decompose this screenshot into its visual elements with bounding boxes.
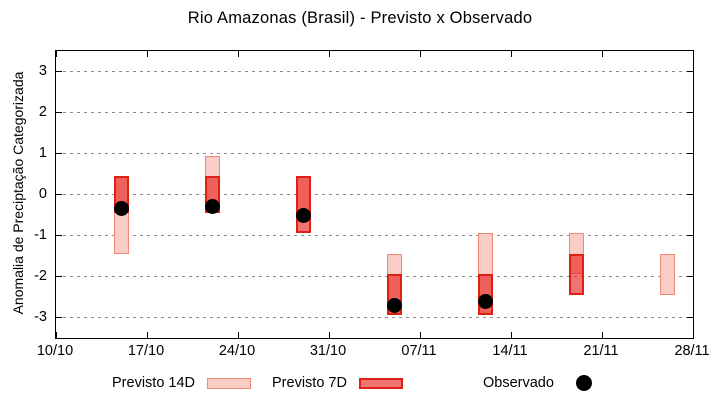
x-axis-tick — [419, 332, 421, 338]
x-tick-label: 24/10 — [218, 343, 256, 359]
legend-item-previsto-14d: Previsto 14D — [112, 372, 252, 394]
gridline — [56, 112, 693, 113]
x-axis-tick — [237, 332, 239, 338]
x-axis-tick — [692, 332, 694, 338]
y-axis-tick — [56, 71, 62, 72]
legend: Previsto 14D Previsto 7D Observado — [0, 372, 720, 396]
observed-dot — [113, 201, 129, 217]
legend-label: Previsto 7D — [272, 375, 347, 391]
y-tick-label: 3 — [38, 62, 47, 79]
y-tick-label: 1 — [38, 144, 47, 161]
forecast-14d-swatch-icon — [207, 377, 252, 389]
x-axis-tick-top — [237, 51, 239, 57]
forecast-14d-bar — [659, 253, 675, 295]
x-tick-label: 28/11 — [674, 343, 710, 359]
observed-dot-swatch-icon — [575, 375, 592, 391]
x-axis-tick — [328, 332, 330, 338]
observed-dot — [204, 199, 220, 215]
x-axis-tick — [601, 332, 603, 338]
x-axis-tick — [510, 332, 512, 338]
y-axis-tick — [56, 235, 62, 236]
observed-dot — [477, 293, 493, 309]
x-axis-tick-top — [328, 51, 330, 57]
x-axis-tick — [146, 332, 148, 338]
y-tick-label: 2 — [38, 103, 47, 120]
x-tick-label: 14/11 — [492, 343, 528, 359]
x-axis-tick — [55, 332, 57, 338]
x-tick-label: 17/10 — [127, 343, 165, 359]
x-axis-tick-top — [419, 51, 421, 57]
legend-item-previsto-7d: Previsto 7D — [272, 372, 403, 394]
gridline — [56, 276, 693, 277]
y-axis-tick — [56, 194, 62, 195]
y-axis-tick — [56, 276, 62, 277]
x-axis-tick-top — [510, 51, 512, 57]
y-axis-tick — [56, 317, 62, 318]
x-tick-label: 21/11 — [583, 343, 619, 359]
y-axis-tick — [56, 112, 62, 113]
x-tick-label: 31/10 — [309, 343, 347, 359]
x-axis-tick-top — [601, 51, 603, 57]
y-axis-tick-right — [687, 317, 693, 318]
y-tick-label: 0 — [38, 185, 47, 202]
gridline — [56, 235, 693, 236]
gridline — [56, 71, 693, 72]
legend-label: Observado — [483, 375, 554, 391]
chart-title: Rio Amazonas (Brasil) - Previsto x Obser… — [187, 9, 533, 27]
gridline — [56, 194, 693, 195]
x-axis-tick-top — [692, 51, 694, 57]
plot-area — [55, 50, 694, 339]
y-axis-tick-right — [687, 276, 693, 277]
y-axis-tick-right — [687, 235, 693, 236]
observed-dot — [295, 207, 311, 223]
y-axis-tick-right — [687, 112, 693, 113]
y-axis-tick-right — [687, 153, 693, 154]
forecast-7d-bar — [568, 253, 584, 295]
observed-dot — [386, 297, 402, 313]
y-axis-tick — [56, 153, 62, 154]
x-axis-tick-top — [55, 51, 57, 57]
gridline — [56, 153, 693, 154]
legend-item-observado: Observado — [483, 372, 592, 394]
gridline — [56, 317, 693, 318]
x-tick-label: 07/11 — [401, 343, 437, 359]
legend-label: Previsto 14D — [112, 375, 196, 391]
y-tick-label: -3 — [34, 308, 47, 325]
y-axis-tick-right — [687, 194, 693, 195]
forecast-7d-swatch-icon — [358, 377, 403, 389]
forecast-7d-bar — [295, 176, 311, 234]
x-tick-label: 10/10 — [36, 343, 74, 359]
y-tick-label: -2 — [34, 267, 47, 284]
x-axis-tick-top — [146, 51, 148, 57]
y-axis-tick-right — [687, 71, 693, 72]
y-tick-label: -1 — [34, 226, 47, 243]
